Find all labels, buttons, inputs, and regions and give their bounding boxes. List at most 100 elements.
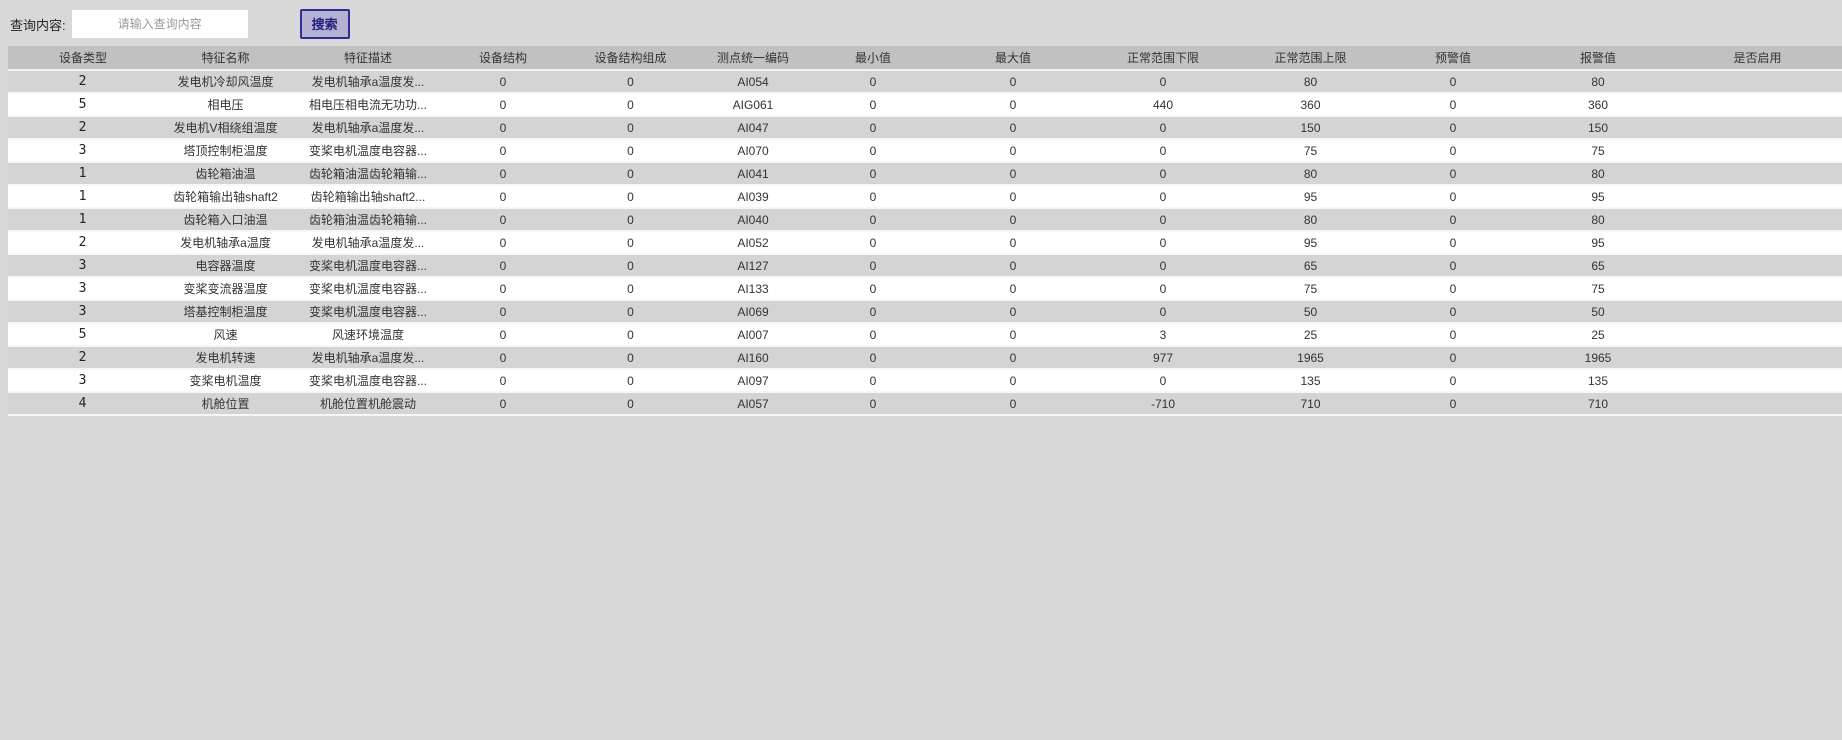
cell-warning-value: 0 xyxy=(1449,235,1457,250)
cell-feature-name: 发电机V相绕组温度 xyxy=(173,121,278,135)
cell-normal-upper-limit: 150 xyxy=(1300,120,1321,135)
cell-warning-value: 0 xyxy=(1449,350,1457,365)
column-header-alarm-value: 报警值 xyxy=(1523,46,1673,71)
table-row[interactable]: 2 发电机轴承a温度 发电机轴承a温度发... 0 0 AI052 0 0 0 … xyxy=(8,231,1842,254)
cell-structure-composition: 0 xyxy=(627,396,634,411)
table-row[interactable]: 4 机舱位置 机舱位置机舱震动 0 0 AI057 0 0 -710 710 0… xyxy=(8,392,1842,415)
cell-point-code: AI097 xyxy=(737,373,769,388)
cell-alarm-value: 95 xyxy=(1591,189,1605,204)
cell-feature-name: 齿轮箱输出轴shaft2 xyxy=(173,190,278,204)
cell-alarm-value: 75 xyxy=(1591,281,1605,296)
cell-normal-lower-limit: 0 xyxy=(1159,304,1167,319)
cell-warning-value: 0 xyxy=(1449,166,1457,181)
cell-normal-upper-limit: 95 xyxy=(1303,189,1318,204)
cell-device-structure: 0 xyxy=(499,120,507,135)
cell-alarm-value: 25 xyxy=(1591,327,1605,342)
cell-device-type: 1 xyxy=(78,189,88,204)
cell-device-structure: 0 xyxy=(499,281,507,296)
table-row[interactable]: 2 发电机转速 发电机轴承a温度发... 0 0 AI160 0 0 977 1… xyxy=(8,346,1842,369)
cell-feature-name: 机舱位置 xyxy=(201,397,250,411)
cell-max-value: 0 xyxy=(1009,304,1017,319)
cell-warning-value: 0 xyxy=(1449,120,1457,135)
cell-warning-value: 0 xyxy=(1449,189,1457,204)
cell-structure-composition: 0 xyxy=(627,327,634,342)
cell-min-value: 0 xyxy=(869,212,877,227)
table-row[interactable]: 3 塔基控制柜温度 变桨电机温度电容器... 0 0 AI069 0 0 0 5… xyxy=(8,300,1842,323)
cell-device-structure: 0 xyxy=(499,143,507,158)
cell-enabled xyxy=(1673,300,1842,323)
table-row[interactable]: 1 齿轮箱入口油温 齿轮箱油温齿轮箱输... 0 0 AI040 0 0 0 8… xyxy=(8,208,1842,231)
cell-warning-value: 0 xyxy=(1449,212,1457,227)
cell-structure-composition: 0 xyxy=(627,120,634,135)
cell-device-type: 2 xyxy=(78,74,88,89)
cell-normal-lower-limit: 0 xyxy=(1159,373,1167,388)
cell-max-value: 0 xyxy=(1009,396,1017,411)
cell-normal-lower-limit: 440 xyxy=(1152,97,1174,112)
cell-feature-desc: 机舱位置机舱震动 xyxy=(319,397,416,411)
cell-feature-name: 风速 xyxy=(213,328,238,342)
cell-min-value: 0 xyxy=(869,143,877,158)
cell-max-value: 0 xyxy=(1009,235,1017,250)
table-row[interactable]: 5 相电压 相电压相电流无功功... 0 0 AIG061 0 0 440 36… xyxy=(8,93,1842,116)
cell-normal-upper-limit: 360 xyxy=(1300,97,1321,112)
cell-feature-name: 发电机转速 xyxy=(195,351,256,365)
cell-feature-desc: 发电机轴承a温度发... xyxy=(311,351,425,365)
cell-feature-desc: 齿轮箱油温齿轮箱输... xyxy=(308,213,427,227)
cell-feature-desc: 变桨电机温度电容器... xyxy=(308,305,427,319)
cell-device-structure: 0 xyxy=(499,189,507,204)
cell-normal-lower-limit: 0 xyxy=(1159,235,1167,250)
column-header-min-value: 最小值 xyxy=(808,46,938,71)
cell-alarm-value: 50 xyxy=(1591,304,1605,319)
cell-normal-lower-limit: 977 xyxy=(1152,350,1174,365)
cell-enabled xyxy=(1673,346,1842,369)
cell-warning-value: 0 xyxy=(1449,327,1457,342)
cell-structure-composition: 0 xyxy=(627,166,634,181)
search-button[interactable]: 搜索 xyxy=(299,9,350,39)
cell-feature-desc: 相电压相电流无功功... xyxy=(308,98,427,112)
cell-alarm-value: 1965 xyxy=(1584,350,1612,365)
table-row[interactable]: 5 风速 风速环境温度 0 0 AI007 0 0 3 25 0 25 xyxy=(8,323,1842,346)
table-row[interactable]: 3 塔顶控制柜温度 变桨电机温度电容器... 0 0 AI070 0 0 0 7… xyxy=(8,139,1842,162)
cell-max-value: 0 xyxy=(1009,189,1017,204)
column-header-feature-name: 特征名称 xyxy=(158,46,293,71)
cell-normal-upper-limit: 75 xyxy=(1303,143,1318,158)
cell-max-value: 0 xyxy=(1009,120,1017,135)
table-row[interactable]: 2 发电机V相绕组温度 发电机轴承a温度发... 0 0 AI047 0 0 0… xyxy=(8,116,1842,139)
cell-min-value: 0 xyxy=(869,166,877,181)
cell-device-structure: 0 xyxy=(499,258,507,273)
table-row[interactable]: 1 齿轮箱油温 齿轮箱油温齿轮箱输... 0 0 AI041 0 0 0 80 … xyxy=(8,162,1842,185)
cell-min-value: 0 xyxy=(869,304,877,319)
cell-normal-upper-limit: 80 xyxy=(1303,212,1318,227)
table-row[interactable]: 3 变桨变流器温度 变桨电机温度电容器... 0 0 AI133 0 0 0 7… xyxy=(8,277,1842,300)
cell-normal-lower-limit: -710 xyxy=(1150,396,1176,411)
cell-device-type: 3 xyxy=(78,143,88,158)
table-header: 设备类型 特征名称 特征描述 设备结构 设备结构组成 测点统一编码 最小值 最大… xyxy=(8,46,1842,71)
cell-normal-upper-limit: 65 xyxy=(1303,258,1318,273)
cell-normal-upper-limit: 95 xyxy=(1303,235,1318,250)
cell-enabled xyxy=(1673,254,1842,277)
table-row[interactable]: 3 变桨电机温度 变桨电机温度电容器... 0 0 AI097 0 0 0 13… xyxy=(8,369,1842,392)
table-row[interactable]: 1 齿轮箱输出轴shaft2 齿轮箱输出轴shaft2... 0 0 AI039… xyxy=(8,185,1842,208)
column-header-device-type: 设备类型 xyxy=(8,46,158,71)
table-row[interactable]: 3 电容器温度 变桨电机温度电容器... 0 0 AI127 0 0 0 65 … xyxy=(8,254,1842,277)
table-row[interactable]: 2 发电机冷却风温度 发电机轴承a温度发... 0 0 AI054 0 0 0 … xyxy=(8,70,1842,93)
cell-enabled xyxy=(1673,323,1842,346)
cell-min-value: 0 xyxy=(869,373,877,388)
search-input[interactable] xyxy=(71,10,248,38)
cell-device-type: 3 xyxy=(78,281,88,296)
cell-device-structure: 0 xyxy=(499,350,507,365)
column-header-point-code: 测点统一编码 xyxy=(698,46,808,71)
column-header-normal-lower-limit: 正常范围下限 xyxy=(1088,46,1238,71)
cell-device-structure: 0 xyxy=(499,235,507,250)
cell-feature-name: 塔基控制柜温度 xyxy=(183,305,268,319)
cell-normal-lower-limit: 0 xyxy=(1159,143,1167,158)
cell-normal-upper-limit: 1965 xyxy=(1297,350,1324,365)
cell-point-code: AI041 xyxy=(737,166,769,181)
cell-feature-name: 变桨变流器温度 xyxy=(183,282,268,296)
cell-max-value: 0 xyxy=(1009,143,1017,158)
cell-feature-name: 相电压 xyxy=(207,98,244,112)
cell-max-value: 0 xyxy=(1009,350,1017,365)
cell-structure-composition: 0 xyxy=(627,143,634,158)
cell-point-code: AI047 xyxy=(737,120,769,135)
cell-enabled xyxy=(1673,231,1842,254)
